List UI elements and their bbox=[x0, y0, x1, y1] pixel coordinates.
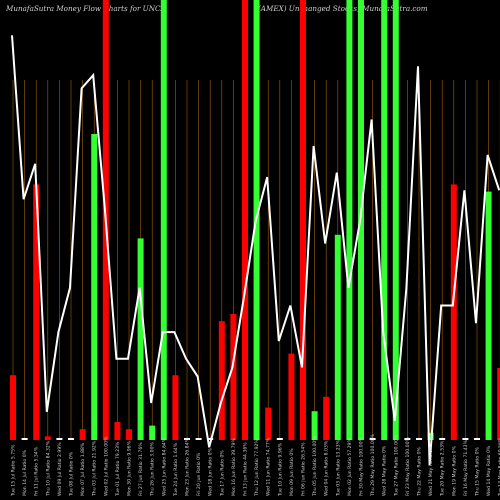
money-flow-bar bbox=[265, 407, 272, 440]
money-flow-bar bbox=[91, 134, 98, 440]
money-flow-bar bbox=[137, 238, 144, 440]
money-flow-bar bbox=[56, 438, 63, 440]
x-tick-label: Thu 10 Jul Ratio 84.32% bbox=[45, 440, 51, 497]
money-flow-bar bbox=[149, 425, 156, 440]
x-tick-label: Mon 19 May Ratio 0% bbox=[451, 445, 457, 496]
x-tick-label: Tue 03 Jun Ratio 13.23% bbox=[335, 439, 341, 497]
x-tick-label: Thu 26 Jun Ratio 3.00% bbox=[150, 441, 156, 497]
money-flow-bar bbox=[439, 438, 446, 440]
x-tick-label: Tue 20 May Ratio 2.53% bbox=[440, 440, 446, 497]
money-flow-bar bbox=[44, 436, 51, 440]
x-tick-label: Wed 14 May Ratio 0% bbox=[486, 445, 492, 496]
money-flow-bar bbox=[369, 438, 376, 440]
x-tick-label: Mon 23 Jun Ratio 26.84% bbox=[185, 438, 191, 496]
x-tick-label: Tue 27 May Ratio 100.00% bbox=[393, 434, 399, 497]
x-tick-label: Wed 09 Jul Ratio 2.99% bbox=[57, 442, 63, 496]
money-flow-bar bbox=[450, 184, 457, 440]
x-tick-label: Fri 13 Jun Ratio 44.36% bbox=[243, 442, 249, 496]
money-flow-bar bbox=[10, 375, 16, 440]
price-line-layer bbox=[11, 35, 500, 466]
money-flow-bar bbox=[416, 438, 422, 440]
money-flow-bar bbox=[207, 438, 214, 440]
x-tick-label: Wed 28 May Ratio 0% bbox=[382, 445, 388, 496]
money-flow-bar bbox=[33, 184, 40, 440]
money-flow-bar bbox=[462, 438, 469, 440]
x-tick-label: Tue 15 Jul Ratio 5.75% bbox=[11, 444, 17, 497]
x-tick-label: Tue 01 Jul Ratio 79.23% bbox=[115, 441, 121, 497]
x-tick-label: Wed 11 Jun Ratio 74.77% bbox=[266, 437, 272, 496]
x-tick-label: Fri 23 May Ratio 100.00% bbox=[405, 436, 411, 496]
x-tick-label: Mon 14 Jul Ratio 0% bbox=[22, 449, 28, 496]
x-tick-label: Thu 05 Jun Ratio 100.00% bbox=[312, 436, 318, 497]
x-tick-label: Thu 29 May Ratio 100.00% bbox=[370, 433, 376, 497]
x-tick-label: Fri 16 May Ratio 71.43% bbox=[463, 439, 469, 496]
money-flow-bar bbox=[334, 234, 341, 440]
money-flow-bar bbox=[218, 321, 225, 440]
money-flow-bar bbox=[172, 375, 179, 440]
x-tick-label: Mon 07 Jul Ratio 1.88% bbox=[80, 442, 86, 496]
x-tick-label: Thu 12 Jun Ratio 77.92% bbox=[254, 439, 260, 497]
x-tick-label: Tue 13 May Ratio 69.56% bbox=[498, 437, 500, 497]
x-tick-label: Wed 18 Jun Ratio 0% bbox=[208, 447, 214, 496]
x-tick-label: Fri 20 Jun Ratio 0% bbox=[196, 452, 202, 496]
price-line bbox=[11, 35, 500, 466]
money-flow-bar bbox=[404, 438, 411, 440]
money-flow-bar bbox=[184, 438, 190, 440]
x-tick-label: Fri 11 Jul Ratio 5.34% bbox=[34, 446, 40, 496]
money-flow-bar bbox=[160, 0, 167, 440]
money-flow-bar bbox=[346, 0, 353, 440]
x-axis-tick-labels: Tue 15 Jul Ratio 5.75% Mon 14 Jul Ratio 0… bbox=[11, 433, 500, 497]
money-flow-bar bbox=[126, 429, 132, 440]
x-tick-label: Mon 16 Jun Ratio 39.79% bbox=[231, 438, 237, 496]
money-flow-bar bbox=[300, 0, 306, 440]
money-flow-bar bbox=[497, 368, 500, 440]
money-flow-bar bbox=[311, 411, 318, 440]
x-tick-label: Tue 08 Jul Ratio 0% bbox=[69, 451, 75, 497]
x-tick-label: Mon 09 Jun Ratio 0% bbox=[289, 448, 295, 496]
x-tick-label: Mon 02 Jun Ratio 57.29% bbox=[347, 438, 353, 496]
money-flow-bar bbox=[68, 438, 74, 440]
money-flow-bar bbox=[276, 438, 283, 440]
x-tick-label: Wed 21 May Ratio 0% bbox=[428, 445, 434, 496]
x-tick-label: Tue 10 Jun Ratio 9.96% bbox=[277, 442, 283, 497]
x-tick-label: Fri 27 Jun Ratio 31.76% bbox=[138, 442, 144, 496]
money-flow-bar bbox=[392, 0, 399, 440]
x-tick-label: Wed 02 Jul Ratio 100.00% bbox=[103, 436, 109, 496]
chart-title: MunafaSutra Money Flow Charts for UNCA (… bbox=[0, 0, 500, 16]
x-tick-label: Tue 24 Jun Ratio 1.64% bbox=[173, 442, 179, 497]
money-flow-bar bbox=[427, 432, 434, 440]
money-flow-bar bbox=[230, 314, 237, 440]
x-tick-label: Thu 22 May Ratio 0% bbox=[417, 446, 423, 497]
chart-title-text: MunafaSutra Money Flow Charts for UNCA bbox=[6, 4, 166, 13]
money-flow-bar bbox=[288, 353, 295, 440]
x-tick-label: Fri 06 Jun Ratio 26.54% bbox=[301, 442, 307, 496]
x-tick-label: Mon 30 Jun Ratio 9.96% bbox=[127, 440, 133, 496]
money-flow-bar bbox=[79, 429, 86, 440]
x-tick-label: Wed 25 Jun Ratio 84.64% bbox=[161, 437, 167, 496]
x-tick-label: Fri 30 May Ratio 100.00% bbox=[359, 436, 365, 496]
money-flow-bar bbox=[195, 438, 202, 440]
x-tick-label: Wed 04 Jun Ratio 8.03% bbox=[324, 440, 330, 496]
x-tick-label: Tue 17 Jun Ratio 0% bbox=[219, 450, 225, 497]
money-flow-bar bbox=[114, 422, 121, 440]
money-flow-bar bbox=[485, 191, 492, 440]
chart-subtitle-text: (AMEX) Unchanged Stocks) MunafaSutra.com bbox=[258, 4, 428, 13]
money-flow-bar bbox=[381, 0, 388, 440]
money-flow-bar bbox=[323, 396, 330, 440]
money-flow-bar bbox=[474, 438, 480, 440]
x-tick-label: Thu 03 Jul Ratio 21.92% bbox=[92, 440, 98, 497]
x-tick-label: Thu 15 May Ratio 0% bbox=[475, 446, 481, 497]
money-flow-bar bbox=[21, 438, 28, 440]
money-flow-bar bbox=[242, 0, 248, 440]
